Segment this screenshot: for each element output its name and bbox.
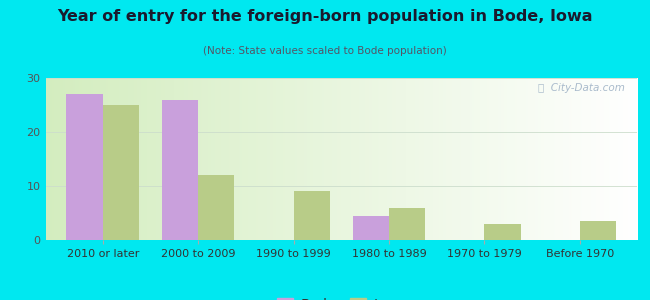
- Text: (Note: State values scaled to Bode population): (Note: State values scaled to Bode popul…: [203, 46, 447, 56]
- Bar: [353, 216, 389, 240]
- Legend: Bode, Iowa: Bode, Iowa: [271, 292, 411, 300]
- Bar: [389, 208, 425, 240]
- Bar: [103, 105, 139, 240]
- Bar: [198, 175, 235, 240]
- Bar: [294, 191, 330, 240]
- Bar: [162, 100, 198, 240]
- Text: Year of entry for the foreign-born population in Bode, Iowa: Year of entry for the foreign-born popul…: [57, 9, 593, 24]
- Bar: [580, 221, 616, 240]
- Bar: [66, 94, 103, 240]
- Text: ⓘ  City-Data.com: ⓘ City-Data.com: [538, 83, 625, 93]
- Bar: [484, 224, 521, 240]
